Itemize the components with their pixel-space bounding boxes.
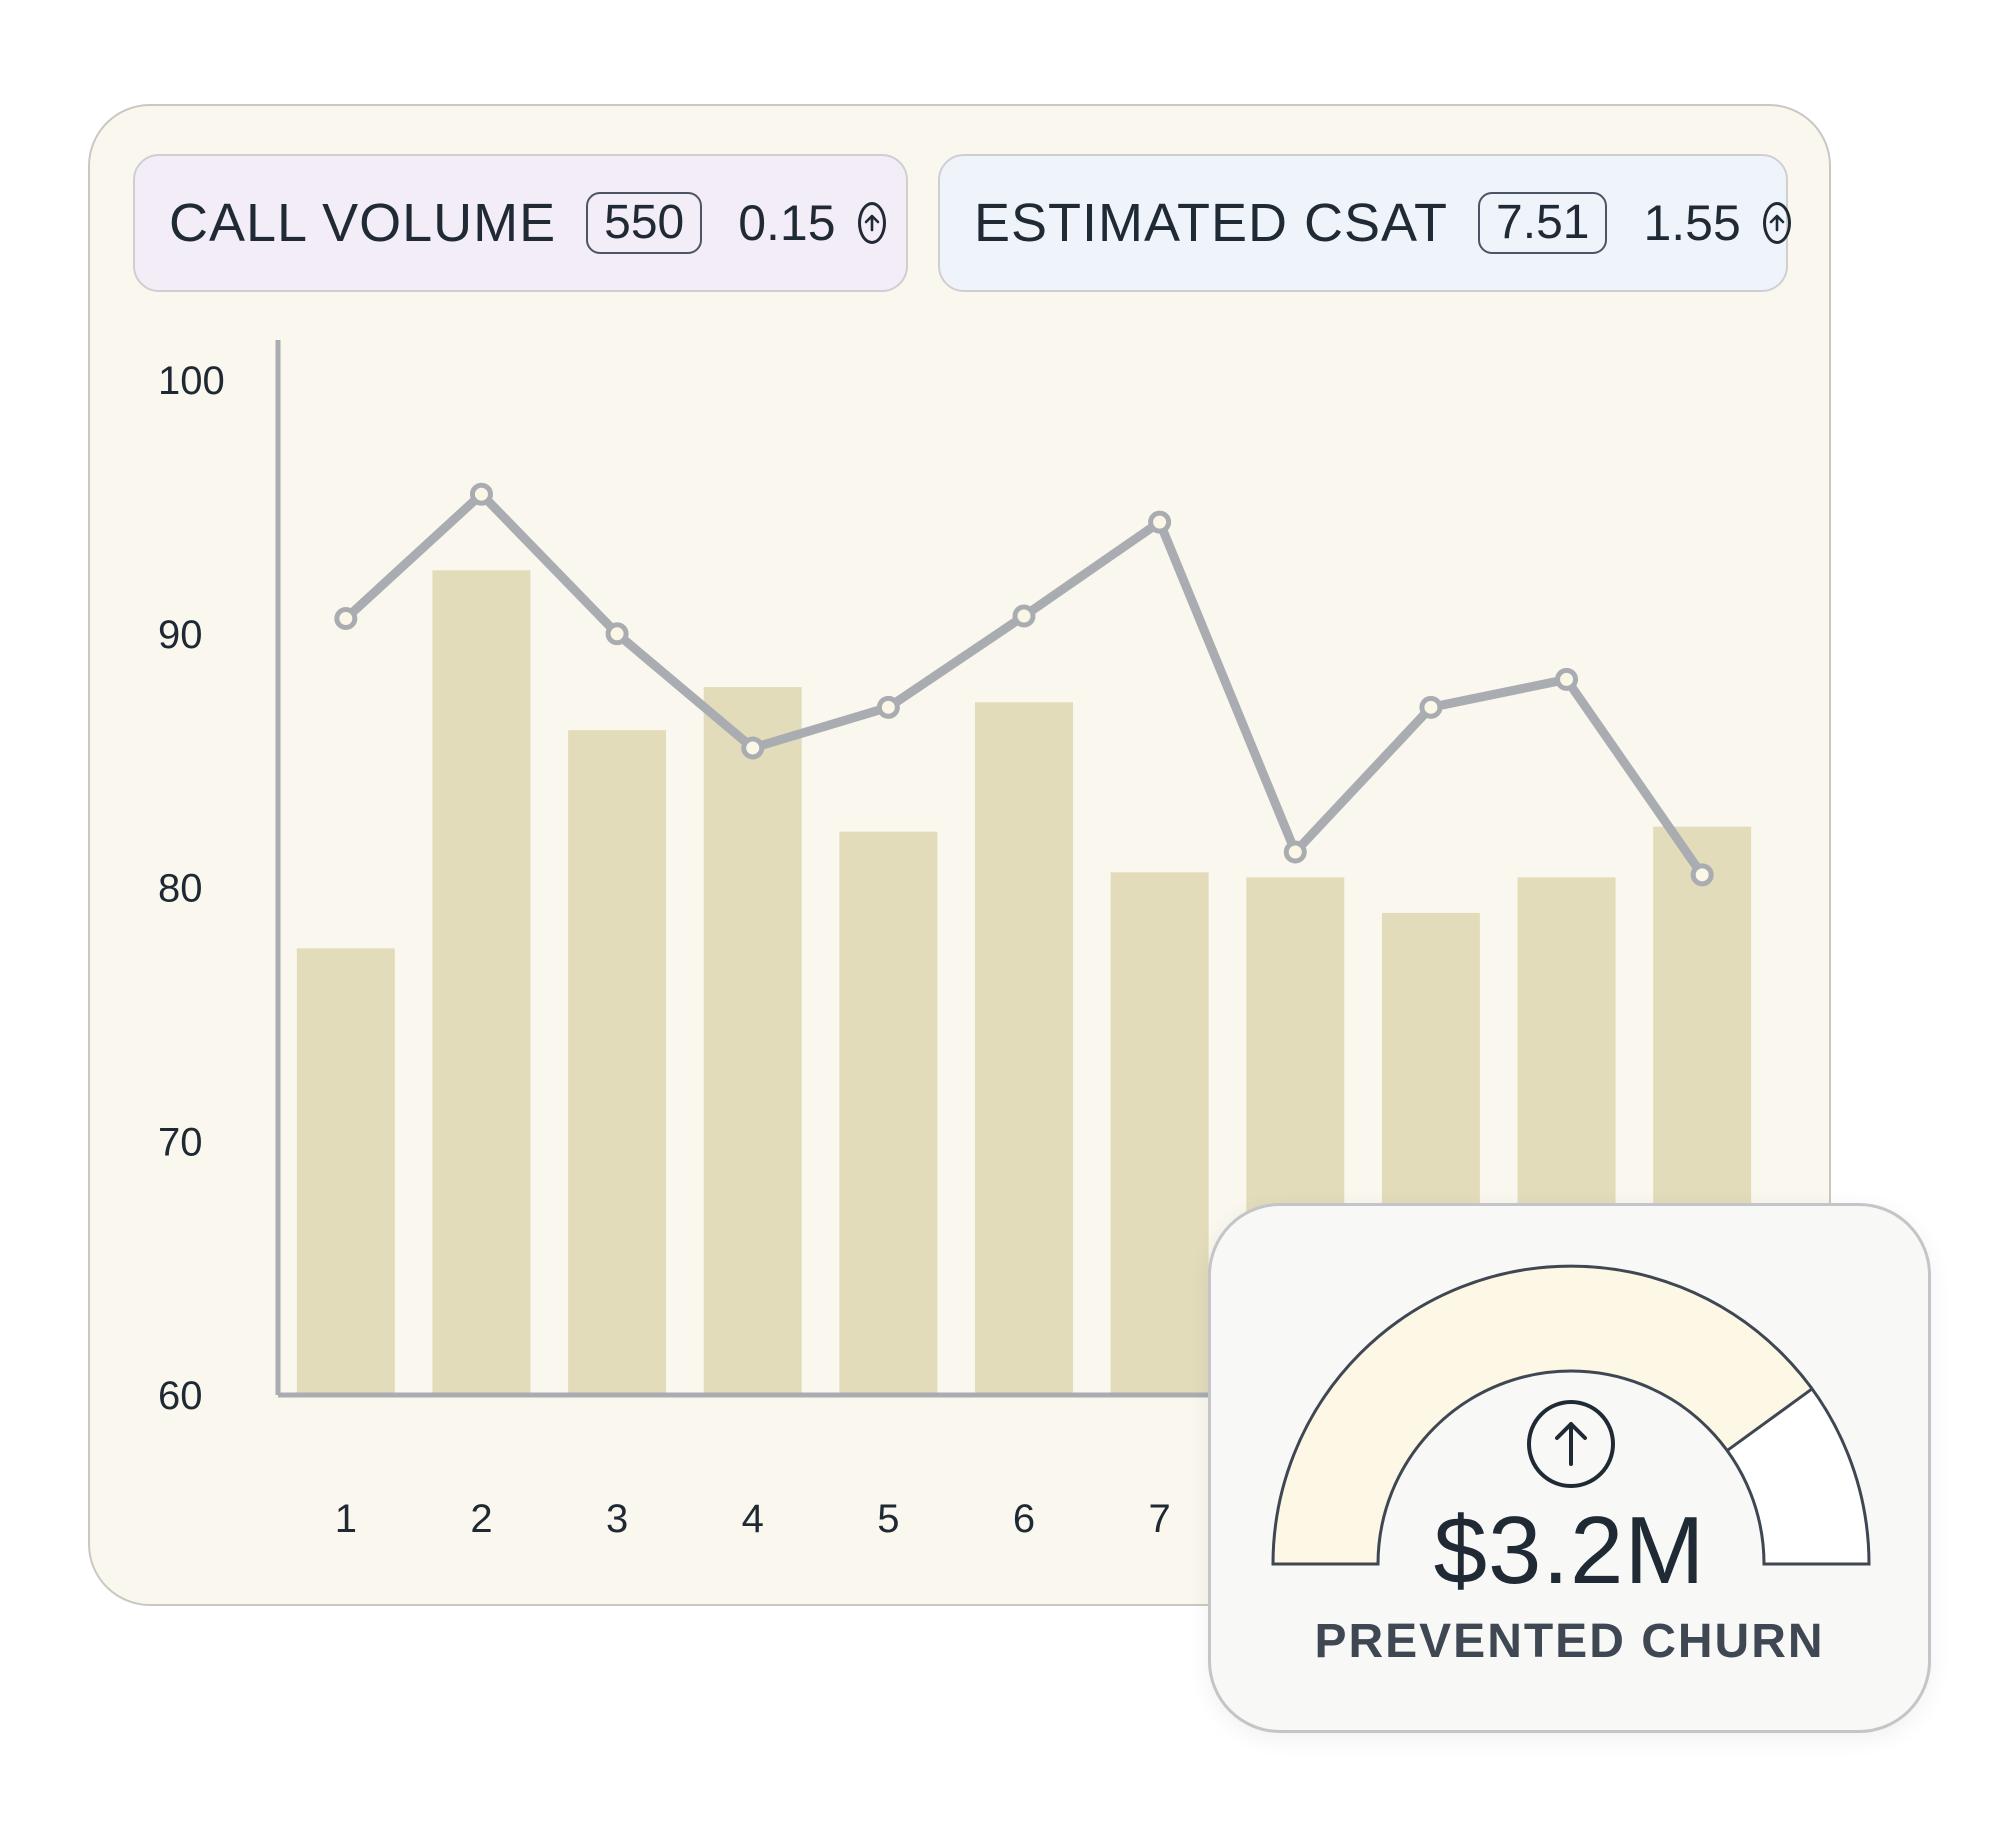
line-point-3 [605,622,629,646]
y-tick-label: 60 [158,1374,203,1418]
churn-label: PREVENTED CHURN [1314,1615,1825,1668]
churn-gauge [1271,1264,1871,1566]
bar-4 [703,687,802,1395]
arrow-up-glyph [1555,1422,1587,1466]
line-point-2 [469,482,493,506]
line-point-11 [1690,863,1714,887]
x-tick-label: 2 [470,1497,492,1541]
estimated-csat-value: 7.51 [1478,192,1608,254]
call-volume-delta: 0.15 [738,195,836,251]
line-point-9 [1419,695,1443,719]
estimated-csat-label: ESTIMATED CSAT [974,193,1449,253]
bar-2 [432,570,531,1395]
y-tick-label: 100 [158,359,225,403]
y-tick-label: 80 [158,867,203,911]
line-point-7 [1148,510,1172,534]
bar-7 [1110,872,1209,1395]
x-tick-label: 7 [1149,1497,1171,1541]
y-tick-label: 70 [158,1120,203,1164]
x-tick-label: 4 [742,1497,764,1541]
x-tick-label: 1 [335,1497,357,1541]
line-point-5 [876,695,900,719]
arrow-up-circle-icon [857,202,886,244]
prevented-churn-card: $3.2M PREVENTED CHURN [1208,1203,1931,1733]
call-volume-value: 550 [586,192,703,254]
bar-3 [568,730,667,1395]
arrow-up-circle-icon [1762,202,1791,244]
churn-value: $3.2M [1433,1497,1706,1604]
bar-5 [839,831,938,1395]
gauge-outline [1271,1264,1871,1566]
line-point-6 [1012,604,1036,628]
x-tick-label: 5 [877,1497,899,1541]
estimated-csat-delta: 1.55 [1643,195,1741,251]
x-tick-label: 6 [1013,1497,1035,1541]
x-tick-label: 3 [606,1497,628,1541]
estimated-csat-pill[interactable]: ESTIMATED CSAT 7.51 1.55 [938,154,1791,292]
line-point-4 [741,736,765,760]
line-point-8 [1283,840,1307,864]
call-volume-pill[interactable]: CALL VOLUME 550 0.15 [133,154,908,292]
line-point-1 [334,607,358,631]
bar-1 [296,948,395,1395]
line-point-10 [1555,667,1579,691]
y-tick-label: 90 [158,613,203,657]
gauge-divider [1726,1387,1813,1452]
gauge-fill [1273,1266,1813,1564]
bar-6 [975,702,1073,1395]
call-volume-label: CALL VOLUME [169,193,557,253]
arrow-up-circle-icon [1527,1400,1615,1488]
